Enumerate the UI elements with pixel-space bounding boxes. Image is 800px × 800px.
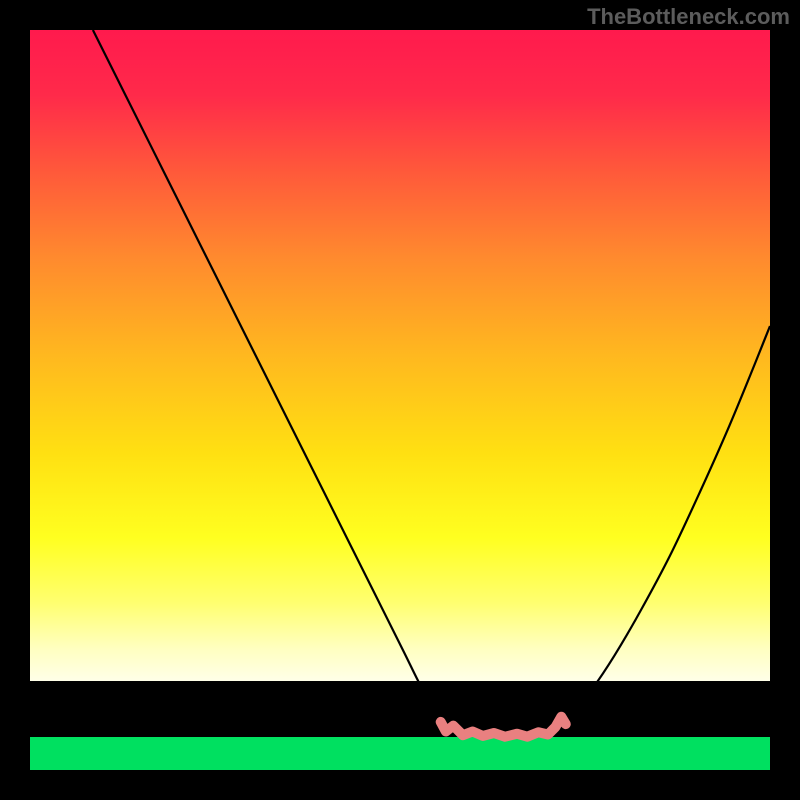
red-squiggle — [441, 717, 566, 737]
plot-area — [30, 30, 770, 770]
curve-right — [559, 326, 770, 724]
curve-left — [93, 30, 448, 724]
chart-frame: TheBottleneck.com — [0, 0, 800, 800]
curves-svg — [30, 30, 770, 770]
watermark-text: TheBottleneck.com — [587, 4, 790, 30]
